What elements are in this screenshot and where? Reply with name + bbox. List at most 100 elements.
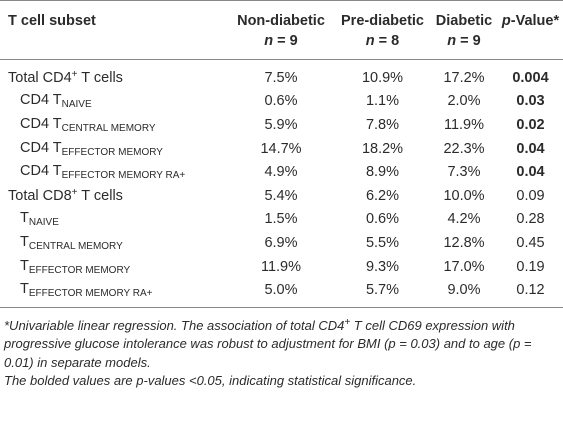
subscript: EFFECTOR MEMORY [61, 146, 163, 158]
value-cell: 11.9% [443, 116, 485, 133]
table-row: Total CD8+ T cells 5.4% 6.2% 10.0% 0.09 [0, 184, 563, 208]
group-name: Pre-diabetic [341, 13, 424, 29]
subscript: CENTRAL MEMORY [61, 122, 156, 134]
superscript: + [71, 187, 78, 199]
value-cell: 6.2% [365, 187, 400, 204]
row-label: Total CD4+ T cells [0, 60, 227, 90]
table-row: CD4 TNAIVE 0.6% 1.1% 2.0% 0.03 [0, 90, 563, 114]
p-value-cell: 0.19 [516, 258, 545, 275]
value-cell: 5.7% [365, 282, 400, 299]
subscript: NAIVE [28, 217, 59, 229]
group-size: n = 8 [335, 31, 430, 51]
value-cell: 11.9% [260, 258, 302, 275]
text-run: CD4 T [20, 163, 62, 180]
value-cell: 8.9% [365, 164, 400, 181]
footnotes: *Univariable linear regression. The asso… [0, 308, 563, 391]
row-label: CD4 TEFFECTOR MEMORY RA+ [0, 160, 227, 184]
italic-run: n [264, 33, 274, 49]
value-cell: 2.0% [447, 93, 481, 110]
p-value-cell: 0.09 [516, 187, 545, 204]
value-cell: 17.0% [443, 258, 485, 275]
text-run: T [20, 233, 29, 250]
subscript: EFFECTOR MEMORY RA+ [61, 170, 186, 182]
superscript: + [71, 69, 78, 81]
value-cell: 1.1% [365, 93, 400, 110]
subscript: EFFECTOR MEMORY [28, 264, 131, 276]
table-row: TEFFECTOR MEMORY 11.9% 9.3% 17.0% 0.19 [0, 255, 563, 279]
header-row: T cell subset Non-diabetic n = 9 Pre-diabe… [0, 0, 563, 60]
text-run: Total CD8 [8, 188, 72, 205]
table-row: TNAIVE 1.5% 0.6% 4.2% 0.28 [0, 208, 563, 232]
italic-run: n [365, 33, 375, 49]
value-cell: 5.4% [264, 187, 298, 204]
text-run: T [20, 210, 29, 227]
group-name: Diabetic [435, 13, 493, 29]
row-label: CD4 TEFFECTOR MEMORY [0, 137, 227, 161]
p-value-cell: 0.02 [516, 116, 545, 133]
value-cell: 22.3% [443, 140, 485, 157]
data-table: T cell subset Non-diabetic n = 9 Pre-diabe… [0, 0, 563, 308]
value-cell: 5.0% [264, 282, 298, 299]
table-row: CD4 TEFFECTOR MEMORY RA+ 4.9% 8.9% 7.3% 0.04 [0, 160, 563, 184]
value-cell: 7.8% [365, 116, 400, 133]
text-run: T cells [77, 70, 123, 87]
text-run: = 8 [374, 33, 400, 49]
text-run: CD4 T [20, 139, 62, 156]
text-run: Total CD4 [8, 70, 72, 87]
row-label: CD4 TNAIVE [0, 90, 227, 114]
text-run: T cells [77, 188, 123, 205]
p-value-header: p-Value* [498, 11, 563, 31]
text-run: T [20, 281, 29, 298]
value-cell: 17.2% [443, 69, 485, 86]
italic-run: p [501, 13, 511, 29]
value-cell: 10.9% [361, 69, 404, 86]
p-value-cell: 0.04 [516, 140, 545, 157]
row-label: CD4 TCENTRAL MEMORY [0, 113, 227, 137]
text-run: CD4 T [20, 92, 62, 109]
value-cell: 1.5% [264, 211, 298, 228]
table-header: T cell subset Non-diabetic n = 9 Pre-diabe… [0, 0, 563, 60]
row-label: TEFFECTOR MEMORY RA+ [0, 278, 227, 307]
value-cell: 7.3% [447, 164, 481, 181]
p-value-cell: 0.03 [516, 93, 545, 110]
text-run: -Value* [510, 13, 560, 29]
table-row: CD4 TEFFECTOR MEMORY 14.7% 18.2% 22.3% 0.04 [0, 137, 563, 161]
text-run: T cell CD69 expression with progressive … [4, 317, 532, 370]
value-cell: 4.9% [264, 164, 298, 181]
p-value-cell: 0.04 [516, 164, 545, 181]
p-value-cell: 0.12 [516, 282, 545, 299]
group-size: n = 9 [227, 31, 335, 51]
value-cell: 12.8% [443, 234, 485, 251]
table-body: Total CD4+ T cells 7.5% 10.9% 17.2% 0.004 CD4… [0, 60, 563, 308]
value-cell: 18.2% [361, 140, 404, 157]
p-value-cell: 0.004 [512, 69, 549, 86]
group-size: n = 9 [430, 31, 498, 51]
text-run: = 9 [456, 33, 481, 49]
value-cell: 14.7% [260, 140, 302, 157]
row-label: TEFFECTOR MEMORY [0, 255, 227, 279]
header-cell: T cell subset [8, 13, 96, 29]
value-cell: 9.0% [447, 282, 481, 299]
text-run: The bolded values are p-values <0.05, in… [4, 373, 417, 389]
value-cell: 9.3% [365, 258, 400, 275]
subscript: CENTRAL MEMORY [28, 240, 123, 252]
footnote: The bolded values are p-values <0.05, in… [4, 372, 559, 391]
italic-run: n [447, 33, 457, 49]
value-cell: 5.5% [365, 234, 400, 251]
row-label: Total CD8+ T cells [0, 184, 227, 208]
text-run: *Univariable linear regression. The asso… [4, 317, 345, 333]
value-cell: 5.9% [264, 116, 298, 133]
p-value-cell: 0.45 [516, 234, 545, 251]
header-cell: p-Value* [498, 1, 563, 60]
table-container: T cell subset Non-diabetic n = 9 Pre-diabe… [0, 0, 563, 391]
row-label: TNAIVE [0, 208, 227, 232]
superscript: + [344, 316, 351, 328]
table-row: CD4 TCENTRAL MEMORY 5.9% 7.8% 11.9% 0.02 [0, 113, 563, 137]
value-cell: 6.9% [264, 234, 298, 251]
table-row: Total CD4+ T cells 7.5% 10.9% 17.2% 0.004 [0, 60, 563, 90]
subscript: NAIVE [61, 99, 92, 111]
value-cell: 7.5% [264, 69, 298, 86]
value-cell: 10.0% [443, 187, 485, 204]
footnote: *Univariable linear regression. The asso… [4, 314, 559, 373]
